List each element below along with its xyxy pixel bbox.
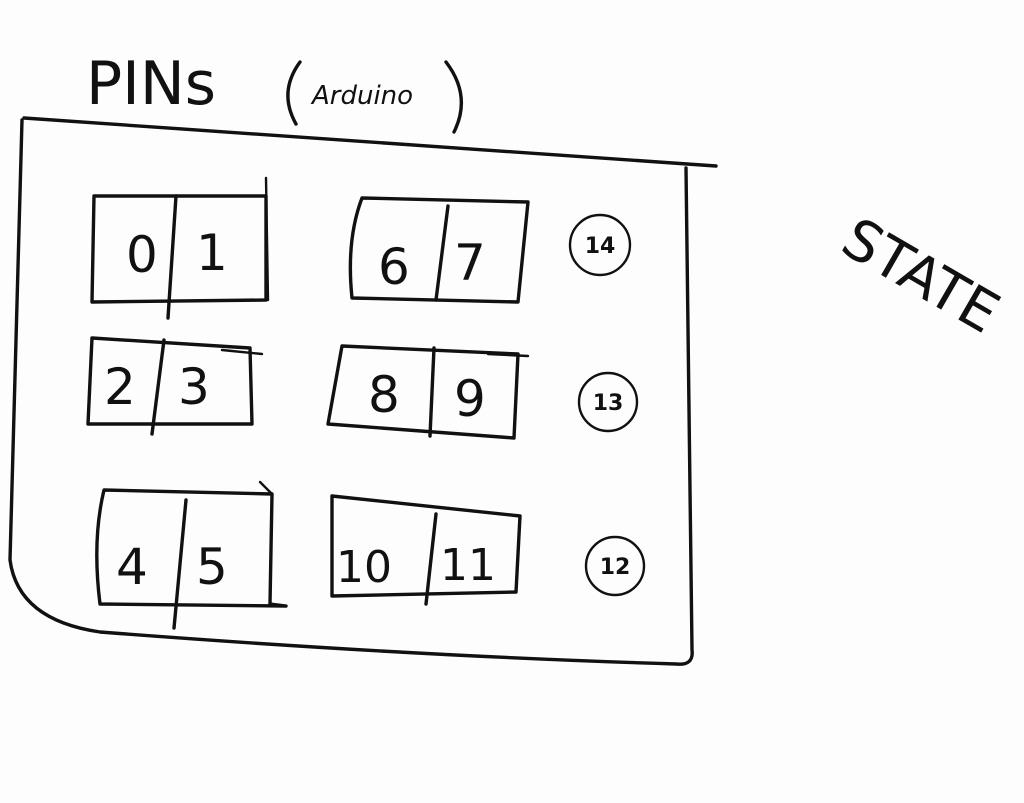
pin-box-divider bbox=[166, 194, 178, 320]
state-pin-12: 12 bbox=[584, 535, 646, 597]
left-paren bbox=[286, 60, 302, 126]
pin-box-divider bbox=[428, 346, 436, 438]
pin-box-tick bbox=[264, 176, 270, 302]
pin-label: 6 bbox=[378, 238, 410, 296]
pin-badge bbox=[584, 535, 646, 597]
right-paren bbox=[444, 60, 464, 134]
pin-label: 0 bbox=[126, 226, 158, 284]
pin-label: 2 bbox=[104, 358, 136, 416]
pin-box-tick bbox=[258, 480, 274, 496]
pin-box-2-3: 2 3 bbox=[86, 336, 264, 436]
pin-box-tick bbox=[486, 352, 530, 358]
pin-box-8-9: 8 9 bbox=[326, 344, 530, 440]
pin-box-divider bbox=[434, 204, 450, 302]
pin-box-0-1: 0 1 bbox=[90, 176, 270, 320]
pin-label: 1 bbox=[196, 224, 228, 282]
pin-badge bbox=[577, 371, 639, 433]
pin-box-outline bbox=[95, 488, 288, 608]
state-pin-13: 13 bbox=[577, 371, 639, 433]
pin-box-divider bbox=[150, 338, 166, 436]
pin-label: 11 bbox=[440, 540, 496, 591]
board-outline bbox=[8, 116, 718, 666]
pin-box-outline bbox=[86, 336, 254, 426]
pin-box-10-11: 10 11 bbox=[330, 494, 522, 606]
pin-label: 5 bbox=[196, 538, 228, 596]
pin-box-outline bbox=[326, 344, 520, 440]
pin-label: 3 bbox=[178, 358, 210, 416]
pin-badge-label: 13 bbox=[593, 391, 624, 416]
pin-label: 10 bbox=[336, 542, 392, 593]
pin-label: 8 bbox=[368, 366, 400, 424]
pin-badge-label: 12 bbox=[600, 555, 631, 580]
pin-label: 4 bbox=[116, 538, 148, 596]
pin-box-tick bbox=[220, 348, 264, 356]
pin-badge-label: 14 bbox=[585, 234, 616, 259]
pin-box-6-7: 6 7 bbox=[348, 196, 530, 304]
diagram-subtitle: Arduino bbox=[310, 81, 413, 111]
pin-badge bbox=[568, 213, 632, 277]
pin-label: 9 bbox=[454, 370, 486, 428]
pin-box-outline bbox=[90, 194, 268, 304]
state-pin-14: 14 bbox=[568, 213, 632, 277]
pin-box-divider bbox=[172, 498, 188, 630]
pin-box-divider bbox=[424, 512, 438, 606]
pin-box-4-5: 4 5 bbox=[95, 480, 288, 630]
state-label: STATE bbox=[831, 206, 1010, 347]
subtitle-group: Arduino bbox=[286, 60, 464, 134]
pin-box-outline bbox=[330, 494, 522, 598]
pin-box-outline bbox=[348, 196, 530, 304]
pin-label: 7 bbox=[454, 234, 486, 292]
diagram-title: PINs bbox=[86, 49, 216, 119]
